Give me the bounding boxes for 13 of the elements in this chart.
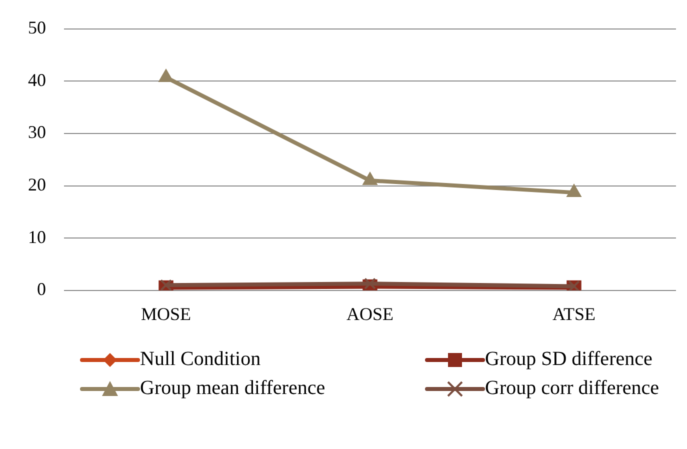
y-tick-label: 40 <box>28 70 46 90</box>
legend-label: Group corr difference <box>485 377 659 400</box>
x-tick-label: AOSE <box>346 304 394 324</box>
legend-label: Group mean difference <box>140 377 326 400</box>
legend-label: Null Condition <box>140 348 261 371</box>
y-tick-label: 30 <box>28 122 46 142</box>
y-tick-label: 20 <box>28 174 46 194</box>
y-tick-label: 50 <box>28 18 46 38</box>
y-tick-label: 0 <box>37 279 46 300</box>
y-tick-label: 10 <box>28 226 46 247</box>
legend-label: Group SD difference <box>485 348 652 371</box>
x-tick-label: MOSE <box>140 304 192 324</box>
x-tick-label: ATSE <box>552 304 596 324</box>
